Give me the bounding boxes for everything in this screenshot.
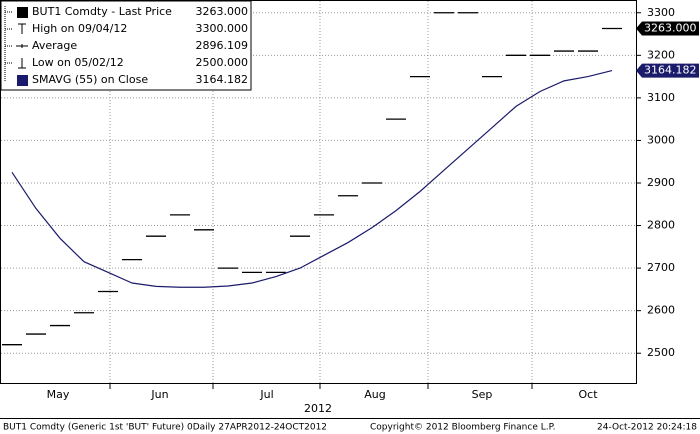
y-tick-label: 3100 — [647, 91, 675, 104]
y-tick-label: 3200 — [647, 48, 675, 61]
legend-value: 3263.000 — [196, 5, 249, 18]
y-tick-label: 2600 — [647, 304, 675, 317]
legend-label: Low on 05/02/12 — [32, 56, 124, 69]
footer-center: Copyright© 2012 Bloomberg Finance L.P. — [370, 423, 555, 433]
legend-value: 2896.109 — [196, 39, 249, 52]
footer-left: BUT1 Comdty (Generic 1st 'BUT' Future) 0… — [3, 423, 327, 433]
legend-swatch — [17, 75, 28, 86]
y-tick-label: 2900 — [647, 176, 675, 189]
legend-label: Average — [32, 39, 77, 52]
legend-swatch — [17, 7, 28, 18]
legend-icon — [18, 23, 26, 34]
legend-label: BUT1 Comdty - Last Price — [32, 5, 172, 18]
legend-value: 3300.000 — [196, 22, 249, 35]
x-month-label: Sep — [472, 388, 493, 401]
last-value-callout — [636, 63, 699, 78]
year-label: 2012 — [304, 402, 332, 415]
y-tick-label: 2700 — [647, 261, 675, 274]
x-month-label: Jul — [259, 388, 273, 401]
legend: BUT1 Comdty - Last Price 3263.000 High on … — [0, 0, 252, 91]
legend-icon — [18, 58, 26, 69]
legend-label: High on 09/04/12 — [32, 22, 127, 35]
last-value-callout — [636, 21, 699, 36]
x-month-label: Aug — [364, 388, 385, 401]
legend-tree — [4, 6, 13, 82]
sma-line — [11, 69, 613, 288]
legend-icon — [16, 44, 28, 48]
plot-frame — [0, 0, 637, 384]
x-month-label: Jun — [150, 388, 168, 401]
y-tick-label: 3000 — [647, 133, 675, 146]
last-value-label: 3164.182 — [644, 64, 697, 77]
x-month-label: May — [47, 388, 70, 401]
legend-box — [0, 0, 252, 91]
y-tick-label: 2500 — [647, 346, 675, 359]
last-value-label: 3263.000 — [644, 22, 697, 35]
x-month-label: Oct — [578, 388, 598, 401]
footer-right: 24-Oct-2012 20:24:18 — [597, 423, 697, 433]
y-tick-label: 3300 — [647, 6, 675, 19]
legend-value: 2500.000 — [196, 56, 249, 69]
legend-label: SMAVG (55) on Close — [32, 73, 148, 86]
y-tick-label: 2800 — [647, 219, 675, 232]
legend-value: 3164.182 — [196, 73, 249, 86]
